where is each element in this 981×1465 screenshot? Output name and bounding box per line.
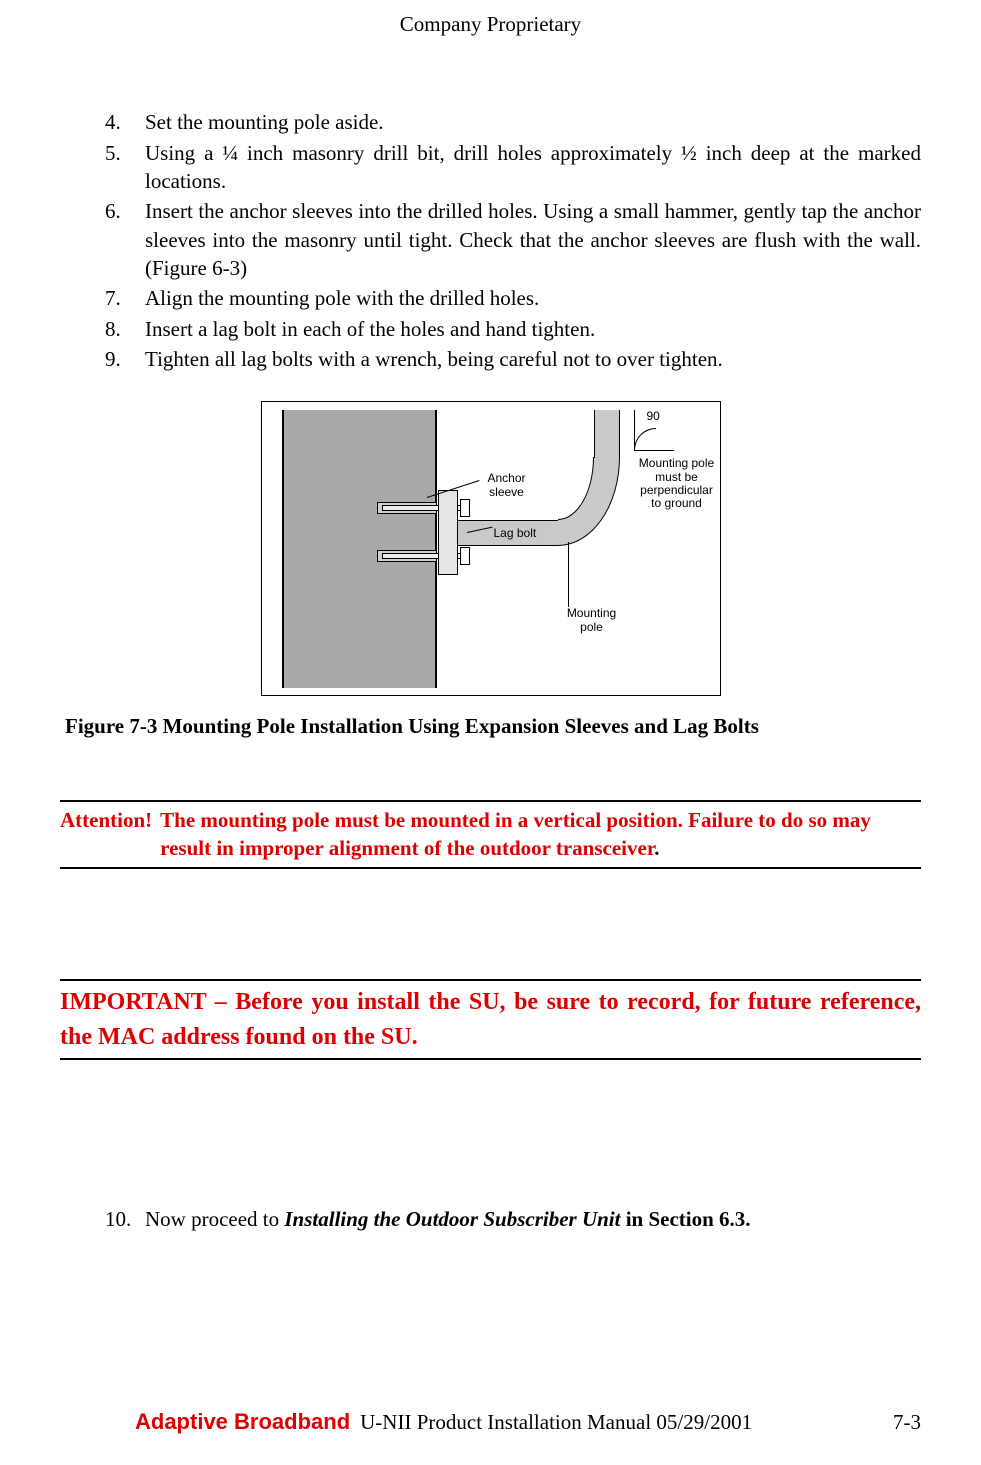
list-item: 4.Set the mounting pole aside. (105, 108, 921, 136)
angle-arc (634, 428, 656, 450)
step-number: 10. (105, 1205, 145, 1233)
bolt-head-shape (460, 499, 470, 517)
pole-vertical (594, 410, 620, 458)
step10-container: 10. Now proceed to Installing the Outdoo… (0, 1205, 981, 1233)
figure-container: 90 Mounting pole must be perpendicular t… (60, 401, 921, 740)
figure-diagram: 90 Mounting pole must be perpendicular t… (261, 401, 721, 696)
list-item: 9.Tighten all lag bolts with a wrench, b… (105, 345, 921, 373)
step10: 10. Now proceed to Installing the Outdoo… (105, 1205, 921, 1233)
angle-value-label: 90 (647, 410, 660, 423)
angle-horizontal-line (634, 450, 674, 451)
step-text: Tighten all lag bolts with a wrench, bei… (145, 345, 921, 373)
step-text: Align the mounting pole with the drilled… (145, 284, 921, 312)
step-number: 4. (105, 108, 145, 136)
step-number: 8. (105, 315, 145, 343)
bolt-head-shape (460, 547, 470, 565)
page-footer: Adaptive Broadband U-NII Product Install… (60, 1407, 921, 1437)
footer-page-number: 7-3 (893, 1408, 921, 1436)
instruction-list: 4.Set the mounting pole aside. 5.Using a… (60, 108, 921, 373)
step-text: Using a ¼ inch masonry drill bit, drill … (145, 139, 921, 196)
main-content: 4.Set the mounting pole aside. 5.Using a… (0, 38, 981, 740)
footer-brand: Adaptive Broadband (60, 1407, 350, 1437)
wall-shape (282, 410, 437, 688)
step-text: Insert the anchor sleeves into the drill… (145, 197, 921, 282)
list-item: 6.Insert the anchor sleeves into the dri… (105, 197, 921, 282)
footer-title: U-NII Product Installation Manual 05/29/… (350, 1408, 752, 1436)
anchor-sleeve-label: Anchor sleeve (482, 472, 532, 498)
step-number: 6. (105, 197, 145, 282)
flange-shape (438, 490, 458, 575)
step-number: 5. (105, 139, 145, 196)
step-text: Set the mounting pole aside. (145, 108, 921, 136)
list-item: 7.Align the mounting pole with the drill… (105, 284, 921, 312)
step-number: 7. (105, 284, 145, 312)
important-callout: IMPORTANT – Before you install the SU, b… (60, 979, 921, 1061)
mounting-pole-label: Mounting pole (562, 607, 622, 633)
figure-caption: Figure 7-3 Mounting Pole Installation Us… (60, 712, 921, 740)
lag-bolt-label: Lag bolt (494, 527, 537, 540)
cross-reference: Installing the Outdoor Subscriber Unit (284, 1207, 620, 1231)
step-text: Insert a lag bolt in each of the holes a… (145, 315, 921, 343)
attention-body: The mounting pole must be mounted in a v… (160, 806, 921, 863)
step-text: Now proceed to Installing the Outdoor Su… (145, 1205, 921, 1233)
list-item: 5.Using a ¼ inch masonry drill bit, dril… (105, 139, 921, 196)
step-number: 9. (105, 345, 145, 373)
list-item: 8.Insert a lag bolt in each of the holes… (105, 315, 921, 343)
attention-callout: Attention! The mounting pole must be mou… (60, 800, 921, 869)
important-text: IMPORTANT – Before you install the SU, b… (60, 985, 921, 1055)
leader-line (568, 542, 569, 607)
angle-note-label: Mounting pole must be perpendicular to g… (637, 457, 717, 510)
page-header: Company Proprietary (0, 0, 981, 38)
attention-label: Attention! (60, 806, 160, 863)
